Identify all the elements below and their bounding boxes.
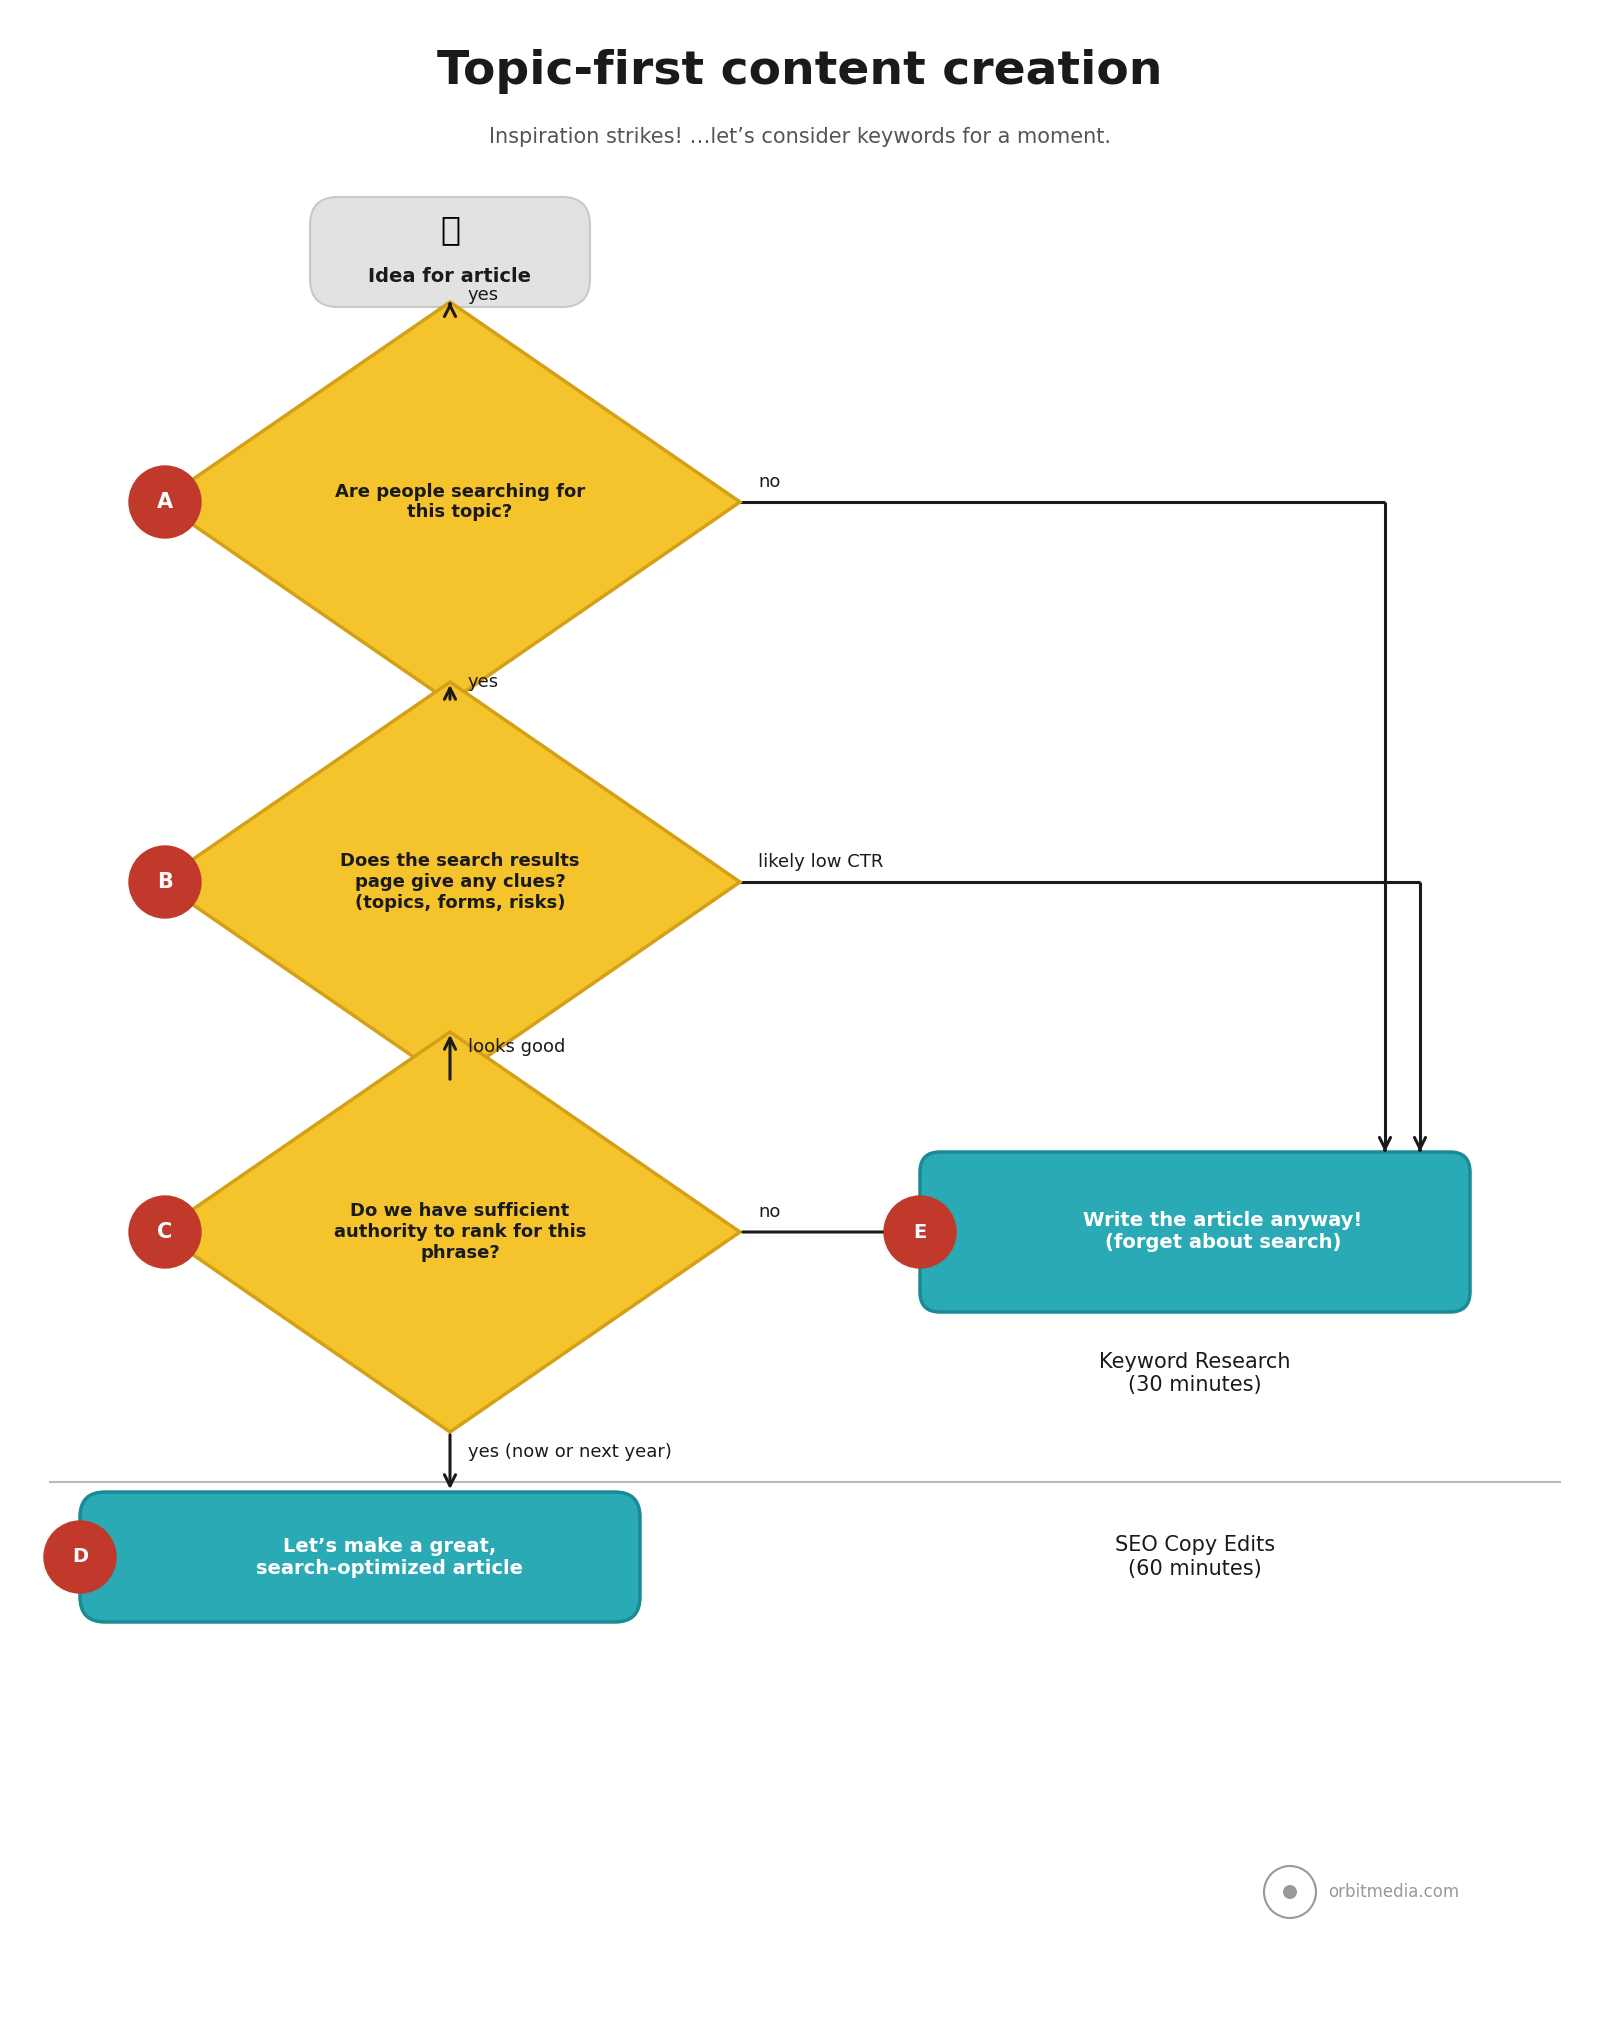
Text: likely low CTR: likely low CTR — [758, 853, 883, 871]
Text: SEO Copy Edits
(60 minutes): SEO Copy Edits (60 minutes) — [1115, 1535, 1275, 1579]
Text: Write the article anyway!
(forget about search): Write the article anyway! (forget about … — [1083, 1211, 1363, 1252]
Text: Idea for article: Idea for article — [368, 267, 531, 287]
Text: Are people searching for
this topic?: Are people searching for this topic? — [334, 483, 586, 522]
Text: Topic-first content creation: Topic-first content creation — [437, 49, 1163, 95]
Text: B: B — [157, 871, 173, 892]
Polygon shape — [160, 1031, 739, 1432]
Polygon shape — [160, 681, 739, 1082]
Text: Let’s make a great,
search-optimized article: Let’s make a great, search-optimized art… — [256, 1537, 523, 1577]
Circle shape — [130, 465, 202, 538]
Text: Keyword Research
(30 minutes): Keyword Research (30 minutes) — [1099, 1353, 1291, 1395]
Text: yes (now or next year): yes (now or next year) — [467, 1444, 672, 1462]
Circle shape — [130, 845, 202, 918]
Text: Does the search results
page give any clues?
(topics, forms, risks): Does the search results page give any cl… — [341, 851, 579, 912]
Text: D: D — [72, 1547, 88, 1567]
Text: looks good: looks good — [467, 1037, 565, 1055]
Circle shape — [1283, 1885, 1298, 1899]
FancyBboxPatch shape — [920, 1153, 1470, 1312]
Circle shape — [45, 1521, 115, 1593]
Text: 💡: 💡 — [440, 214, 461, 247]
Text: Inspiration strikes! …let’s consider keywords for a moment.: Inspiration strikes! …let’s consider key… — [490, 127, 1110, 148]
Polygon shape — [160, 301, 739, 702]
FancyBboxPatch shape — [310, 196, 590, 307]
Text: Do we have sufficient
authority to rank for this
phrase?: Do we have sufficient authority to rank … — [334, 1203, 586, 1262]
Text: E: E — [914, 1223, 926, 1242]
Text: no: no — [758, 473, 781, 491]
FancyBboxPatch shape — [80, 1492, 640, 1622]
Text: orbitmedia.com: orbitmedia.com — [1328, 1882, 1459, 1901]
Circle shape — [883, 1195, 955, 1268]
Text: yes: yes — [467, 673, 499, 692]
Circle shape — [130, 1195, 202, 1268]
Text: C: C — [157, 1221, 173, 1242]
Text: no: no — [758, 1203, 781, 1221]
Text: yes: yes — [467, 285, 499, 303]
Text: A: A — [157, 491, 173, 512]
